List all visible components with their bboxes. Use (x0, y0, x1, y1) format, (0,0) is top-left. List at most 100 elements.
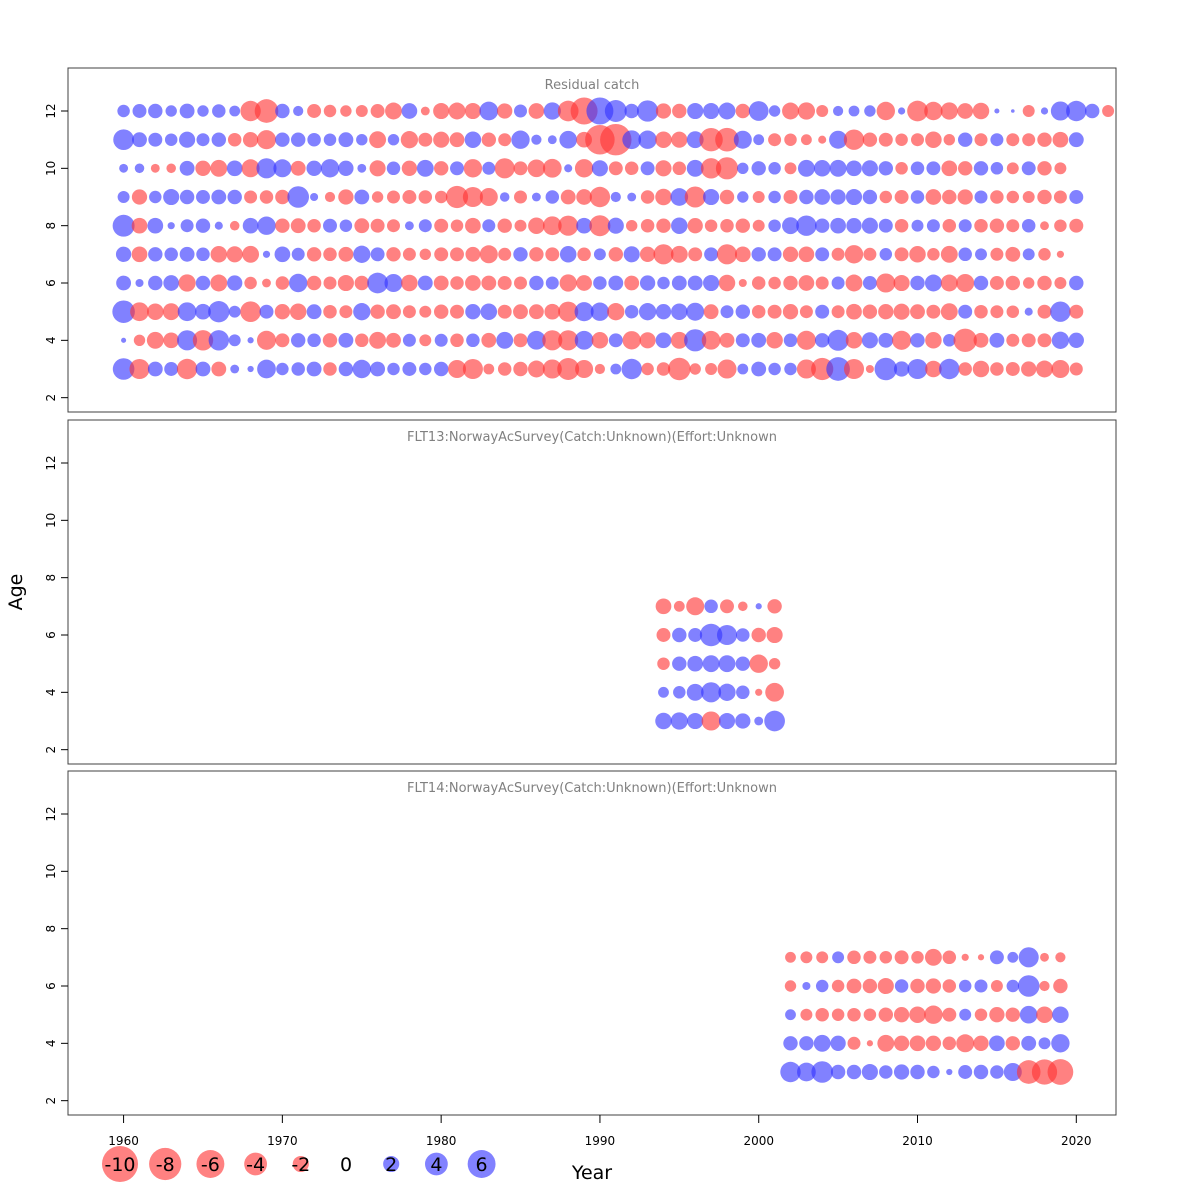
residual-bubble (925, 332, 942, 349)
residual-bubble (564, 164, 573, 173)
residual-bubble (112, 300, 135, 323)
residual-bubble (262, 250, 271, 258)
residual-bubble (878, 218, 893, 233)
residual-bubble (815, 276, 829, 290)
residual-bubble (1021, 161, 1036, 176)
residual-bubble (131, 217, 148, 234)
residual-bubble (290, 218, 306, 234)
residual-bubble (958, 362, 972, 376)
residual-bubble (861, 332, 878, 349)
residual-bubble (640, 218, 655, 233)
residual-bubble (387, 190, 400, 204)
panel-2: FLT13:NorwayAcSurvey(Catch:Unknown)(Effo… (44, 419, 1117, 765)
residual-bubble (370, 104, 385, 118)
residual-bubble (687, 275, 703, 291)
residual-bubble (910, 275, 925, 291)
residual-bubble (1022, 248, 1035, 261)
residual-bubble (514, 276, 527, 290)
residual-bubble (687, 102, 704, 120)
residual-bubble (576, 217, 592, 234)
residual-bubble (210, 159, 228, 177)
residual-bubble (240, 100, 261, 122)
residual-bubble (640, 161, 655, 176)
residual-bubble (1039, 980, 1050, 992)
residual-bubble (306, 304, 322, 320)
residual-bubble (782, 102, 799, 120)
residual-bubble (545, 247, 560, 262)
residual-bubble (338, 160, 354, 176)
residual-bubble (259, 190, 274, 204)
residual-bubble (594, 363, 606, 375)
residual-bubble (845, 188, 863, 206)
residual-bubble (686, 302, 705, 321)
residual-bubble (768, 133, 782, 147)
residual-bubble (1037, 333, 1052, 348)
residual-bubble (733, 130, 752, 149)
legend-label: 6 (476, 1154, 488, 1176)
residual-bubble (132, 104, 147, 118)
residual-bubble (878, 132, 893, 147)
residual-bubble (1037, 132, 1052, 147)
legend: -10 -8 -6 -4 -2 0 2 4 6 (101, 1145, 496, 1183)
residual-bubble (291, 362, 305, 376)
residual-bubble (705, 363, 718, 375)
residual-bubble (847, 1036, 861, 1050)
residual-bubble (1047, 1059, 1074, 1085)
residual-bubble (479, 187, 498, 207)
legend-label: -4 (246, 1154, 265, 1176)
residual-bubble (656, 218, 671, 233)
residual-bubble (877, 1034, 895, 1052)
residual-bubble (924, 948, 942, 966)
y-tick-label: 6 (44, 631, 58, 639)
residual-bubble (924, 101, 943, 121)
residual-bubble (433, 304, 449, 319)
residual-bubble (178, 274, 196, 292)
residual-bubble (466, 333, 480, 348)
residual-bubble (862, 304, 878, 319)
residual-bubble (323, 276, 337, 290)
residual-bubble (940, 245, 958, 263)
residual-bubble (340, 105, 352, 117)
residual-bubble (847, 950, 861, 965)
panel-frame (67, 419, 1117, 765)
residual-bubble (704, 247, 719, 262)
residual-bubble (256, 330, 277, 350)
residual-bubble (147, 303, 164, 320)
residual-bubble (610, 191, 621, 203)
residual-bubble (356, 134, 368, 146)
residual-bubble (703, 304, 719, 320)
residual-bubble (195, 218, 211, 233)
residual-bubble (1021, 333, 1036, 348)
residual-bubble (974, 979, 988, 993)
residual-bubble (135, 278, 144, 288)
residual-bubble (1006, 133, 1020, 147)
residual-bubble (1069, 362, 1083, 376)
residual-bubble (717, 359, 737, 379)
residual-bubble (877, 977, 894, 995)
y-tick-label: 4 (44, 337, 58, 345)
residual-bubble (974, 1008, 988, 1021)
residual-bubble (208, 330, 229, 351)
residual-bubble (863, 1008, 877, 1021)
residual-bubble (636, 100, 659, 122)
residual-bubble (909, 246, 926, 263)
y-tick-label: 4 (44, 1040, 58, 1048)
y-tick-label: 12 (44, 103, 58, 118)
residual-bubble (751, 304, 766, 319)
residual-bubble (420, 106, 430, 116)
residual-bubble (768, 276, 781, 290)
residual-bubble (893, 1064, 910, 1080)
residual-bubble (290, 132, 306, 147)
residual-bubble (622, 130, 642, 150)
residual-bubble (384, 273, 403, 293)
residual-bubble (670, 245, 688, 263)
residual-bubble (735, 218, 751, 233)
residual-bubble (990, 305, 1004, 319)
residual-bubble (481, 132, 497, 147)
residual-bubble (862, 189, 878, 205)
residual-bubble (686, 683, 704, 701)
residual-bubble (230, 364, 240, 374)
residual-bubble (670, 188, 689, 206)
residual-bubble (639, 275, 656, 291)
residual-bubble (400, 131, 419, 149)
